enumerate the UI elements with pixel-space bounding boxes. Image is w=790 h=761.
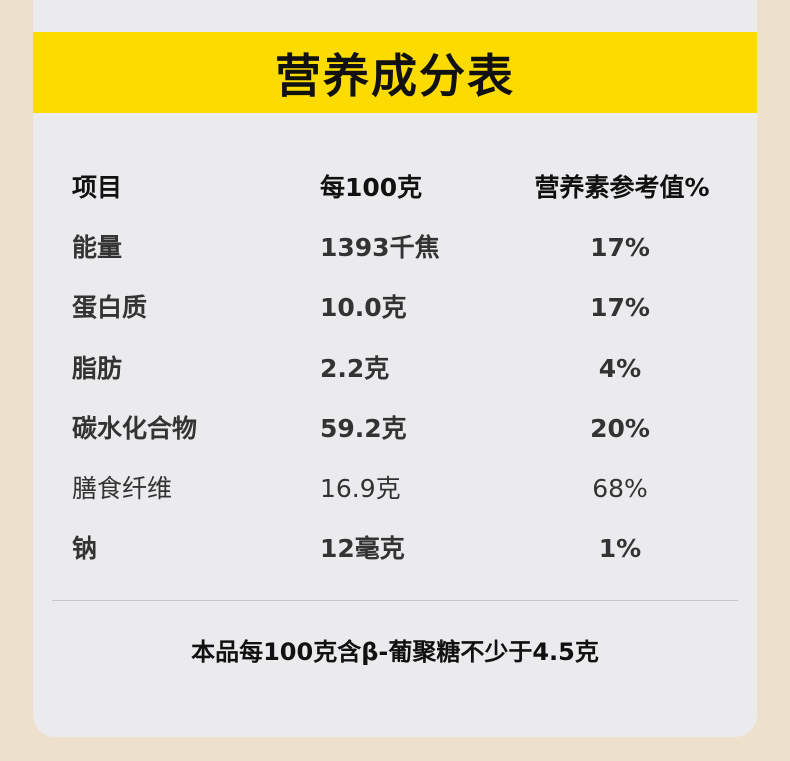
row-nrv: 20% [590,414,650,443]
row-per100g: 10.0克 [320,293,407,322]
divider [52,600,738,601]
row-per100g: 1393千焦 [320,233,440,262]
row-nrv: 17% [590,293,650,322]
row-nrv: 4% [598,354,642,383]
table-row: 蛋白质 10.0克 17% [0,288,790,328]
header-per100g: 每100克 [320,173,423,202]
table-row: 能量 1393千焦 17% [0,228,790,268]
table-row: 碳水化合物 59.2克 20% [0,409,790,449]
row-item: 碳水化合物 [72,414,198,443]
table-row: 膳食纤维 16.9克 68% [0,469,790,509]
table-row: 脂肪 2.2克 4% [0,349,790,389]
header-nrv: 营养素参考值% [534,173,710,202]
row-per100g: 16.9克 [320,474,401,503]
header-item: 项目 [72,173,123,202]
table-header: 项目 每100克 营养素参考值% [0,168,790,208]
row-nrv: 17% [590,233,650,262]
row-per100g: 59.2克 [320,414,407,443]
nutrition-card [33,0,757,737]
row-per100g: 12毫克 [320,534,405,563]
row-nrv: 68% [592,474,648,503]
row-item: 蛋白质 [72,293,148,322]
table-row: 钠 12毫克 1% [0,529,790,569]
row-nrv: 1% [598,534,642,563]
row-item: 钠 [72,534,98,563]
footnote: 本品每100克含β-葡聚糖不少于4.5克 [191,638,599,666]
row-item: 膳食纤维 [72,474,173,503]
page-title: 营养成分表 [275,48,515,103]
title-banner: 营养成分表 [33,32,757,113]
row-item: 脂肪 [72,354,123,383]
row-per100g: 2.2克 [320,354,390,383]
row-item: 能量 [72,233,123,262]
